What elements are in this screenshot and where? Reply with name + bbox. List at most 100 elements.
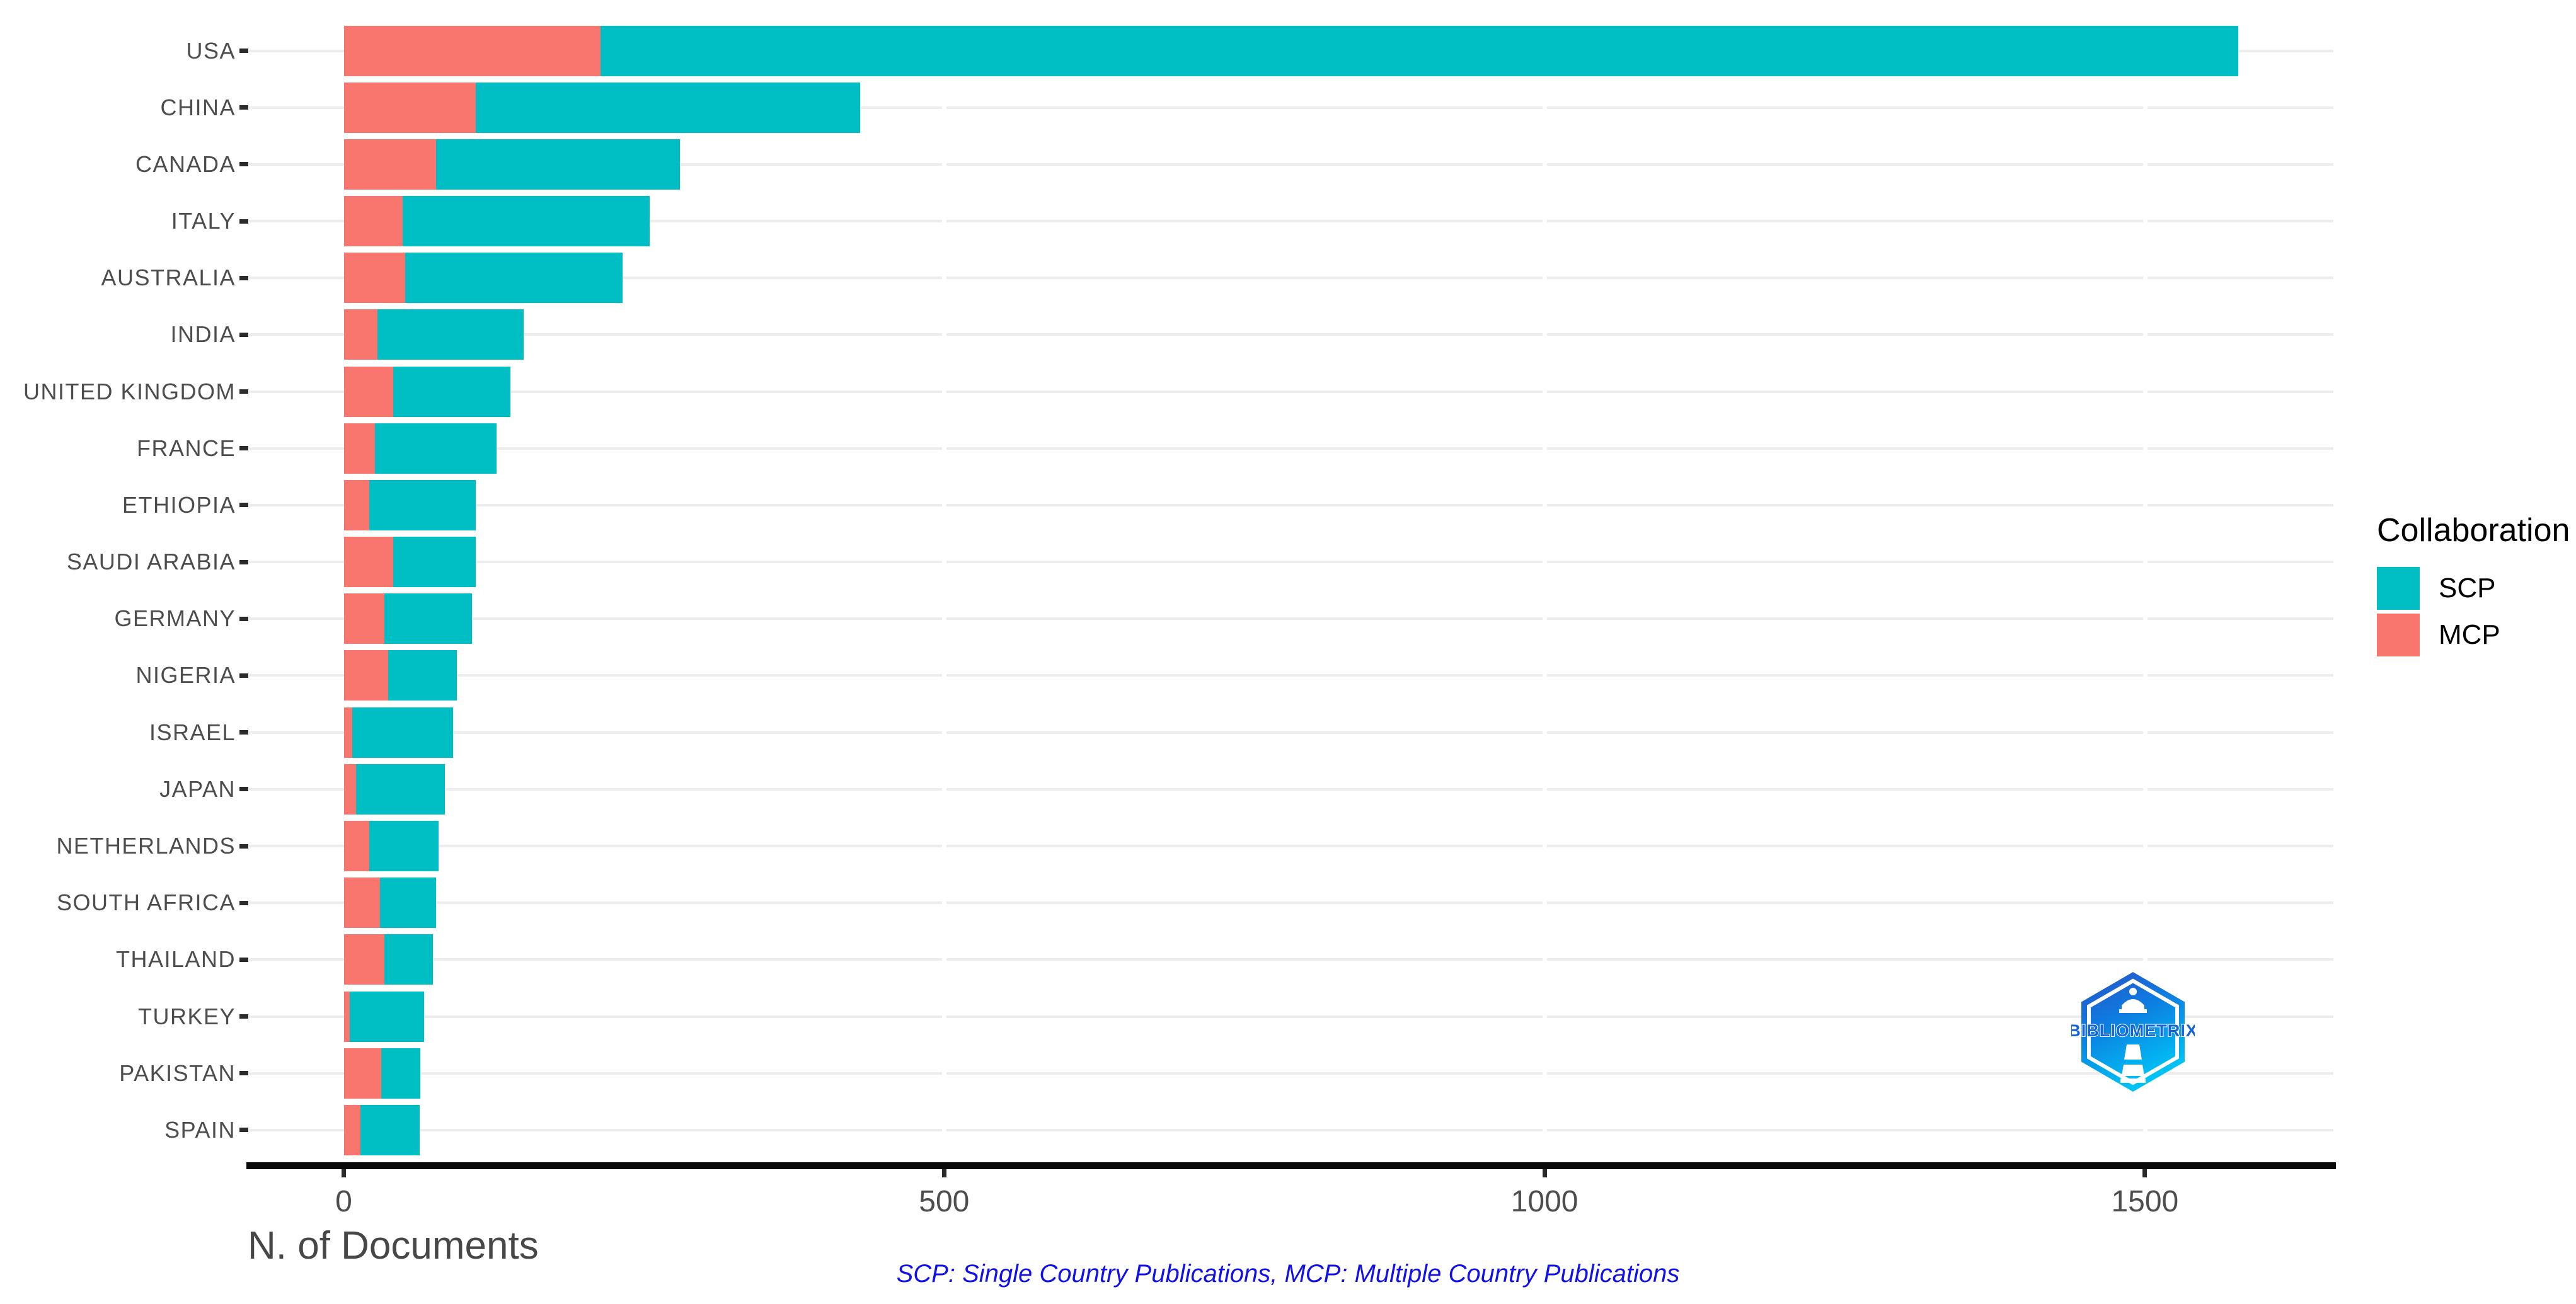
bar-segment-scp [350,991,425,1042]
row-gridline [249,1015,2333,1018]
row-gridline [249,561,2333,564]
row-gridline [249,787,2333,791]
bibliometrix-logo: BIBLIOMETRIX [2071,972,2195,1092]
bar-segment-scp [405,253,623,304]
bar-segment-scp [384,593,473,644]
bar-segment-mcp [343,196,403,247]
y-tick-mark [239,162,248,167]
bar-segment-mcp [343,479,369,530]
row-gridline [249,1128,2333,1131]
bar-south-africa [343,878,437,929]
major-gridline-break [942,22,947,1162]
row-gridline [249,106,2333,109]
country-label: USA [186,37,236,64]
bar-segment-scp [360,1104,420,1155]
bar-india [343,309,524,360]
bar-segment-scp [393,366,511,417]
y-tick-mark [239,389,248,394]
bar-segment-scp [352,707,453,758]
y-tick-mark [239,730,248,735]
row-gridline [249,731,2333,734]
row-gridline [249,163,2333,166]
country-label: SOUTH AFRICA [56,889,236,916]
x-tick-label: 500 [919,1185,970,1218]
x-tick-label: 0 [335,1185,352,1218]
bar-segment-scp [377,309,524,360]
y-tick-mark [239,105,248,110]
bar-france [343,423,497,474]
bar-israel [343,707,453,758]
x-tick-mark [1542,1169,1547,1177]
row-gridline [249,901,2333,905]
y-tick-mark [239,844,248,849]
country-label: UNITED KINGDOM [23,378,236,404]
legend-label-scp: SCP [2439,573,2496,603]
bar-segment-mcp [343,991,350,1042]
country-label: FRANCE [136,435,236,461]
bar-segment-mcp [343,139,437,190]
country-label: SAUDI ARABIA [66,549,236,575]
x-axis-title: N. of Documents [248,1224,539,1267]
y-tick-mark [239,616,248,621]
bar-segment-scp [601,25,2239,76]
bar-segment-mcp [343,764,356,815]
bar-segment-mcp [343,253,405,304]
y-tick-mark [239,957,248,962]
row-gridline [249,333,2333,336]
bar-italy [343,196,650,247]
bar-segment-scp [393,537,476,588]
legend-item-scp: SCP [2377,567,2570,610]
x-tick-mark [941,1169,946,1177]
bar-canada [343,139,681,190]
major-gridline-break [1543,22,1548,1162]
bar-netherlands [343,821,439,872]
legend-label-mcp: MCP [2439,619,2500,650]
bar-segment-scp [355,764,445,815]
scp-color-swatch [2377,567,2420,610]
y-tick-mark [239,559,248,564]
mcp-color-swatch [2377,614,2420,656]
bar-australia [343,253,623,304]
y-tick-mark [239,219,248,224]
bar-segment-mcp [343,423,376,474]
country-label: ISRAEL [149,719,236,745]
bar-segment-mcp [343,934,385,985]
x-tick-mark [342,1169,347,1177]
bar-segment-scp [388,650,457,701]
bar-segment-mcp [343,1048,381,1099]
bar-segment-scp [369,479,476,530]
row-gridline [249,1072,2333,1075]
y-tick-mark [239,787,248,792]
country-label: CHINA [160,94,236,120]
y-tick-mark [239,275,248,280]
bar-usa [343,25,2239,76]
bar-turkey [343,991,425,1042]
country-label: ETHIOPIA [122,491,236,518]
major-gridline-break [2142,22,2148,1162]
y-tick-mark [239,332,248,337]
row-gridline [249,845,2333,848]
country-label: CANADA [135,151,236,177]
row-gridline [249,503,2333,506]
bar-segment-mcp [343,878,380,929]
bar-pakistan [343,1048,421,1099]
row-gridline [249,674,2333,677]
bar-segment-mcp [343,1104,361,1155]
bar-segment-scp [384,934,433,985]
x-axis-line [246,1162,2336,1169]
x-tick-label: 1000 [1510,1185,1578,1218]
row-gridline [249,277,2333,280]
y-tick-mark [239,49,248,53]
bar-segment-scp [375,423,497,474]
logo-text: BIBLIOMETRIX [2071,1021,2195,1040]
y-tick-mark [239,503,248,508]
bar-segment-scp [381,1048,421,1099]
country-label: AUSTRALIA [101,265,236,291]
country-label: NETHERLANDS [56,833,236,859]
country-label: JAPAN [159,775,236,802]
bar-japan [343,764,445,815]
bar-germany [343,593,473,644]
bar-segment-scp [476,82,860,133]
bar-segment-mcp [343,82,476,133]
